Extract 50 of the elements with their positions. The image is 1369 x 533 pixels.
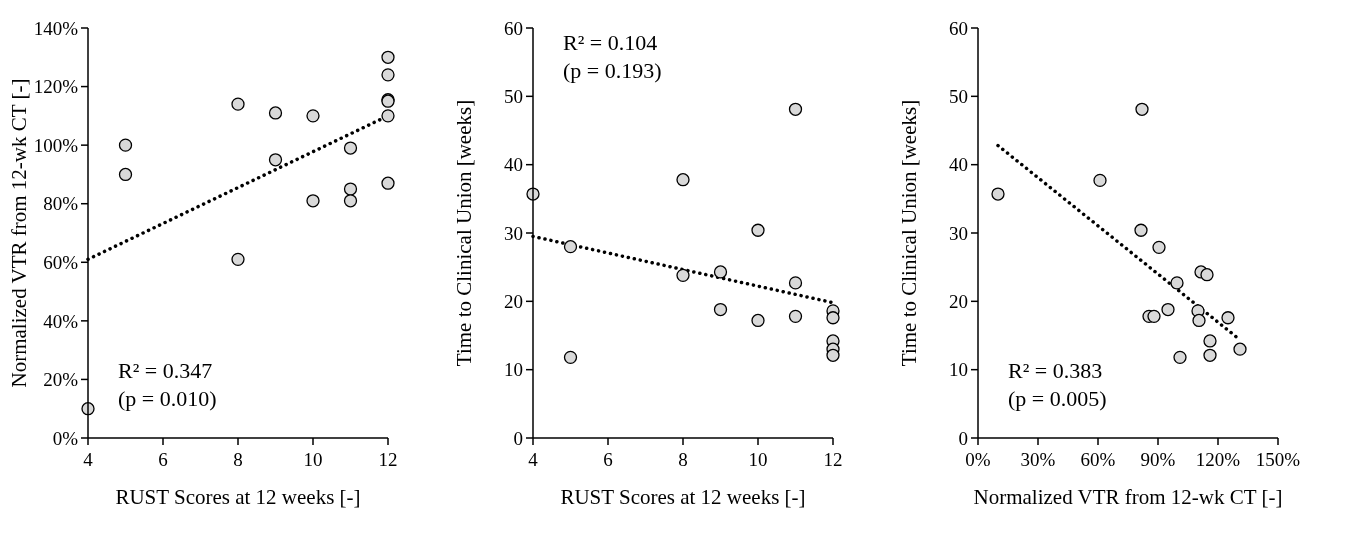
x-tick-label: 8	[678, 449, 688, 470]
x-axis-title: RUST Scores at 12 weeks [-]	[560, 485, 806, 509]
x-tick-label: 150%	[1255, 449, 1301, 470]
y-tick-label: 20	[949, 290, 968, 312]
x-tick-label: 10	[748, 449, 768, 470]
y-tick-label: 10	[504, 359, 523, 381]
annotation: R² = 0.104	[563, 30, 658, 55]
y-tick-label: 0%	[52, 427, 79, 449]
y-tick-label: 80%	[43, 193, 79, 215]
y-tick-label: 140%	[33, 17, 79, 39]
x-tick-label: 90%	[1140, 449, 1176, 470]
x-tick-label: 12	[378, 449, 398, 470]
y-tick-label: 40%	[43, 310, 79, 332]
y-axis-title: Time to Clinical Union [weeks]	[452, 99, 476, 367]
annotation: R² = 0.383	[1008, 358, 1103, 383]
x-tick-label: 30%	[1020, 449, 1056, 470]
y-tick-label: 120%	[33, 76, 79, 98]
x-tick-label: 60%	[1080, 449, 1116, 470]
y-axis-title: Time to Clinical Union [weeks]	[897, 99, 921, 367]
y-tick-label: 40	[949, 154, 968, 176]
y-tick-label: 60	[949, 17, 968, 39]
x-axis-title: Normalized VTR from 12-wk CT [-]	[973, 485, 1283, 509]
y-tick-label: 60%	[43, 251, 79, 273]
x-tick-label: 0%	[965, 449, 991, 470]
x-tick-label: 4	[528, 449, 539, 470]
y-tick-label: 60	[504, 17, 523, 39]
y-tick-label: 100%	[33, 134, 79, 156]
annotation: (p = 0.010)	[118, 386, 217, 411]
y-tick-label: 30	[949, 222, 968, 244]
y-tick-label: 0	[958, 427, 968, 449]
x-tick-label: 120%	[1195, 449, 1241, 470]
x-tick-label: 6	[158, 449, 168, 470]
y-tick-label: 20	[504, 290, 523, 312]
annotation: (p = 0.005)	[1008, 386, 1107, 411]
y-tick-label: 50	[504, 85, 523, 107]
y-tick-label: 40	[504, 154, 523, 176]
annotation: (p = 0.193)	[563, 58, 662, 83]
x-tick-label: 8	[233, 449, 243, 470]
x-tick-label: 6	[603, 449, 613, 470]
y-tick-label: 10	[949, 359, 968, 381]
y-tick-label: 20%	[43, 369, 79, 391]
x-tick-label: 12	[823, 449, 843, 470]
y-tick-label: 30	[504, 222, 523, 244]
x-tick-label: 10	[303, 449, 323, 470]
y-axis-title: Normalized VTR from 12-wk CT [-]	[7, 78, 31, 388]
annotation: R² = 0.347	[118, 358, 213, 383]
x-tick-label: 4	[83, 449, 94, 470]
y-tick-label: 0	[513, 427, 523, 449]
y-tick-label: 50	[949, 85, 968, 107]
x-axis-title: RUST Scores at 12 weeks [-]	[115, 485, 361, 509]
